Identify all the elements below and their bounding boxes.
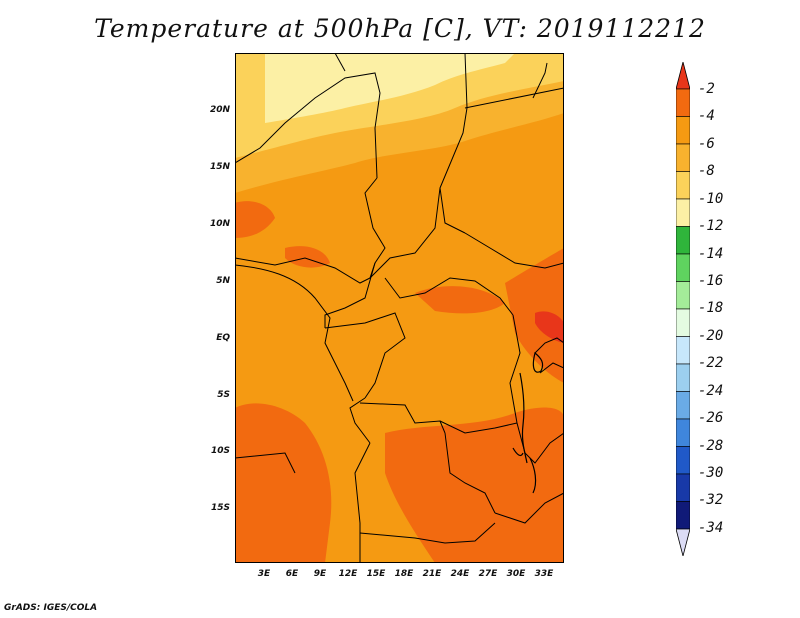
colorbar-swatch	[676, 253, 690, 282]
colorbar-label: -2	[698, 81, 715, 97]
colorbar-label: -34	[698, 520, 724, 536]
colorbar-swatch	[676, 88, 690, 117]
colorbar-label: -32	[698, 492, 724, 508]
y-tick-label: 15S	[210, 503, 230, 513]
colorbar-swatch	[676, 143, 690, 172]
x-tick-label: 30E	[506, 569, 526, 579]
warm-patch-southeast	[385, 407, 564, 563]
warm-patch-hotspot	[535, 311, 564, 343]
temperature-map	[235, 53, 564, 563]
colorbar-min-arrow	[676, 528, 690, 556]
colorbar-label: -12	[698, 218, 724, 234]
y-tick-label: 10S	[210, 446, 230, 456]
y-tick-label: 5N	[216, 276, 230, 286]
colorbar-label: -22	[698, 355, 724, 371]
coastline	[235, 264, 354, 402]
x-tick-label: 12E	[338, 569, 358, 579]
colorbar-label: -20	[698, 328, 724, 344]
x-tick-label: 3E	[257, 569, 271, 579]
colorbar-swatch	[676, 226, 690, 255]
colorbar-label: -10	[698, 191, 724, 207]
y-tick-label: 5S	[217, 390, 230, 400]
x-tick-label: 15E	[366, 569, 386, 579]
colorbar-label: -14	[698, 246, 724, 262]
colorbar-label: -6	[698, 136, 715, 152]
warm-patch-central	[415, 286, 505, 314]
warm-patch-east	[505, 248, 564, 383]
lakes	[512, 351, 544, 494]
colorbar-max-arrow	[676, 62, 690, 90]
y-tick-label: 20N	[209, 105, 230, 115]
colorbar-label: -4	[698, 108, 715, 124]
map-frame	[235, 53, 564, 563]
colorbar-label: -16	[698, 273, 724, 289]
colorbar-swatch	[676, 336, 690, 365]
country-borders	[235, 53, 564, 563]
colorbar-label: -26	[698, 410, 724, 426]
colorbar-swatch	[676, 501, 690, 530]
x-tick-label: 18E	[394, 569, 414, 579]
x-tick-label: 33E	[534, 569, 554, 579]
contour-band-north-12	[265, 53, 515, 123]
colorbar-swatch	[676, 418, 690, 447]
colorbar-swatch	[676, 473, 690, 502]
footer-credit: GrADS: IGES/COLA	[4, 603, 98, 613]
x-tick-label: 24E	[450, 569, 470, 579]
colorbar-swatch	[676, 281, 690, 310]
colorbar-swatch	[676, 391, 690, 420]
colorbar-label: -28	[698, 438, 724, 454]
colorbar-label: -18	[698, 300, 724, 316]
x-tick-label: 6E	[285, 569, 299, 579]
colorbar-swatch	[676, 308, 690, 337]
colorbar-swatch	[676, 446, 690, 475]
y-tick-label: 15N	[209, 162, 230, 172]
x-tick-label: 9E	[313, 569, 327, 579]
colorbar-swatch	[676, 198, 690, 227]
colorbar-swatch	[676, 363, 690, 392]
y-tick-label: 10N	[209, 219, 230, 229]
y-tick-label: EQ	[216, 333, 230, 343]
colorbar-swatch	[676, 116, 690, 145]
colorbar-swatch	[676, 171, 690, 200]
colorbar	[676, 62, 690, 556]
colorbar-label: -8	[698, 163, 715, 179]
warm-patch-southwest	[235, 403, 332, 563]
colorbar-label: -24	[698, 383, 724, 399]
warm-patch-west	[235, 201, 275, 238]
x-tick-label: 27E	[478, 569, 498, 579]
colorbar-label: -30	[698, 465, 724, 481]
x-tick-label: 21E	[422, 569, 442, 579]
chart-title: Temperature at 500hPa [C], VT: 201911221…	[94, 14, 706, 43]
